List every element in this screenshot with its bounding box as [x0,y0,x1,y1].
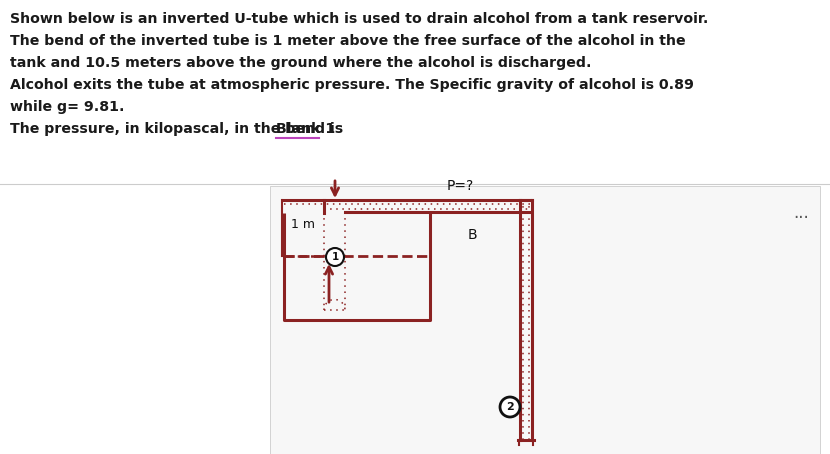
Circle shape [500,397,520,417]
Text: 2: 2 [506,402,514,412]
Text: P=?: P=? [447,179,474,193]
Text: Blank 1: Blank 1 [276,122,335,136]
Text: Alcohol exits the tube at atmospheric pressure. The Specific gravity of alcohol : Alcohol exits the tube at atmospheric pr… [10,78,694,92]
Text: ...: ... [793,204,808,222]
Text: The pressure, in kilopascal, in the bend is: The pressure, in kilopascal, in the bend… [10,122,348,136]
Text: The bend of the inverted tube is 1 meter above the free surface of the alcohol i: The bend of the inverted tube is 1 meter… [10,34,686,48]
Text: while g= 9.81.: while g= 9.81. [10,100,124,114]
Text: B: B [468,228,477,242]
Text: 1: 1 [331,252,339,262]
Bar [270,186,820,454]
Circle shape [326,248,344,266]
Text: 1 m: 1 m [291,218,315,231]
Text: tank and 10.5 meters above the ground where the alcohol is discharged.: tank and 10.5 meters above the ground wh… [10,56,592,70]
Text: Shown below is an inverted U-tube which is used to drain alcohol from a tank res: Shown below is an inverted U-tube which … [10,12,708,26]
